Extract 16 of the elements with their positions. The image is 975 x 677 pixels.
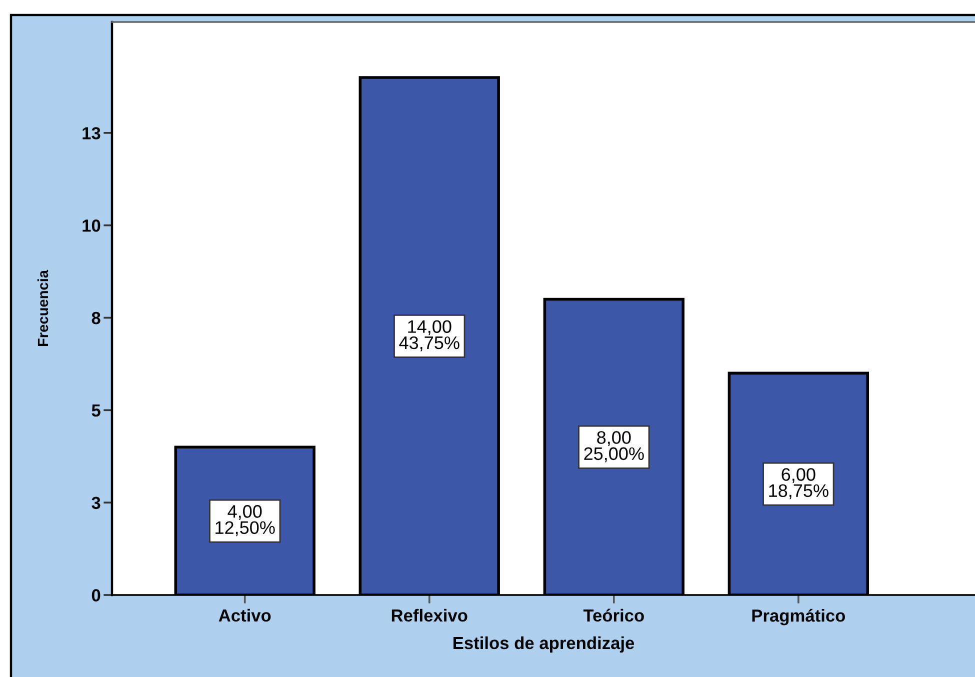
data-label: 4,00 12,50% xyxy=(216,505,275,536)
x-tick-label: Activo xyxy=(218,608,271,622)
y-tick-label: 8 xyxy=(92,312,100,324)
data-label: 8,00 25,00% xyxy=(584,431,644,462)
y-tick-label: 13 xyxy=(82,127,100,140)
x-tick-label: Pragmático xyxy=(752,608,846,626)
data-label: 14,00 43,75% xyxy=(399,320,460,352)
y-tick-label: 3 xyxy=(92,496,100,510)
x-tick-label: Teórico xyxy=(583,608,644,622)
x-tick-label: Reflexivo xyxy=(392,608,468,622)
y-tick-label: 10 xyxy=(82,219,100,232)
y-axis-title: Frecuencia xyxy=(37,270,48,346)
y-tick-label: 5 xyxy=(92,404,100,417)
y-tick-label: 0 xyxy=(92,589,100,602)
data-label: 6,00 18,75% xyxy=(769,468,828,500)
x-axis-title: Estilos de aprendizaje xyxy=(453,636,634,653)
